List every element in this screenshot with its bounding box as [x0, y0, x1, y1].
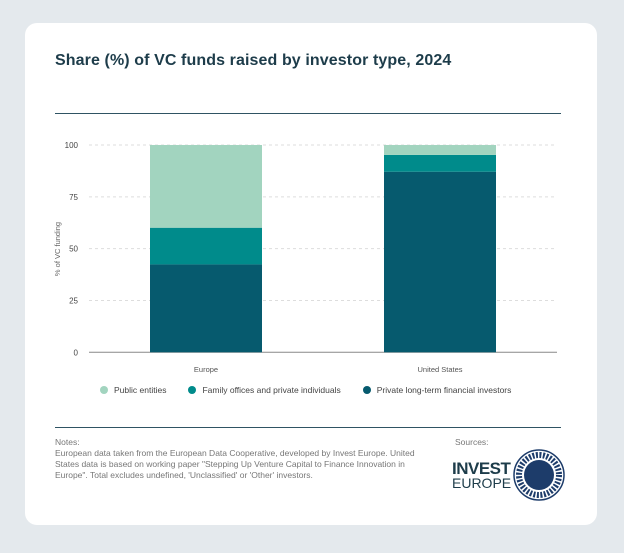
bar-segment — [150, 145, 262, 228]
y-tick-label: 100 — [65, 141, 79, 150]
y-tick-label: 0 — [74, 348, 79, 357]
notes: Notes: European data taken from the Europ… — [55, 437, 415, 480]
x-tick-label: Europe — [194, 365, 218, 374]
bar-segment — [150, 227, 262, 265]
bar-segment — [384, 171, 496, 353]
bar-segment — [384, 154, 496, 172]
legend-item-private: Private long-term financial investors — [362, 385, 511, 395]
legend-item-public: Public entities — [100, 385, 166, 395]
legend-item-family: Family offices and private individuals — [188, 385, 341, 395]
y-axis-label: % of VC funding — [53, 222, 62, 276]
y-tick-label: 25 — [69, 296, 78, 305]
legend: Public entities Family offices and priva… — [100, 385, 511, 395]
sources-label: Sources: — [455, 437, 489, 447]
x-tick-label: United States — [417, 365, 462, 374]
divider — [55, 427, 561, 428]
invest-europe-logo: INVEST EUROPE — [452, 459, 512, 491]
bar-segment — [150, 264, 262, 353]
bar-segment — [384, 145, 496, 155]
chart-title: Share (%) of VC funds raised by investor… — [55, 52, 452, 69]
y-tick-label: 50 — [69, 245, 78, 254]
chart-card — [25, 23, 597, 525]
y-tick-label: 75 — [69, 193, 78, 202]
divider — [55, 113, 561, 114]
